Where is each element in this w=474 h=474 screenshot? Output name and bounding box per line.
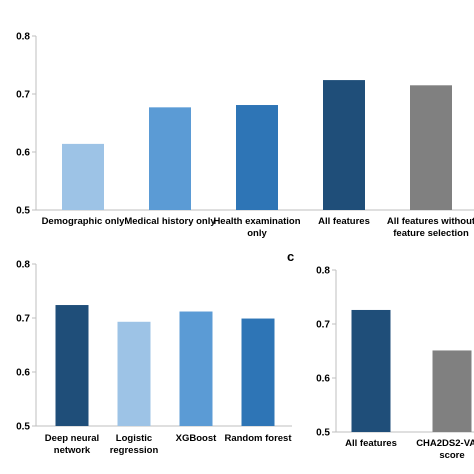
category-label: feature selection [393, 228, 469, 239]
category-label: Demographic only [42, 216, 126, 227]
category-label: Medical history only [124, 216, 216, 227]
category-label: All features [318, 216, 370, 227]
bar [179, 311, 213, 426]
category-label: only [247, 228, 267, 239]
bar [323, 80, 365, 210]
panel-label: c [287, 249, 294, 264]
bar [351, 309, 391, 432]
category-label: CHA2DS2-VASc [416, 438, 474, 449]
category-label: Random forest [224, 433, 292, 444]
bar [55, 305, 89, 426]
y-tick-label: 0.5 [16, 422, 30, 433]
category-label: network [54, 445, 91, 456]
y-tick-label: 0.5 [316, 428, 330, 439]
bar [236, 105, 278, 210]
category-label: Health examination [213, 216, 300, 227]
bar [432, 350, 472, 432]
y-tick-label: 0.7 [316, 320, 330, 331]
category-label: XGBoost [176, 433, 217, 444]
y-tick-label: 0.7 [16, 90, 30, 101]
category-label: Deep neural [45, 433, 99, 444]
category-label: Logistic [116, 433, 152, 444]
y-tick-label: 0.8 [16, 32, 30, 43]
y-tick-label: 0.6 [16, 148, 30, 159]
y-tick-label: 0.8 [316, 266, 330, 277]
bar [241, 318, 275, 426]
y-tick-label: 0.6 [316, 374, 330, 385]
category-label: All features without [387, 216, 474, 227]
category-label: regression [110, 445, 159, 456]
bar [410, 85, 452, 210]
y-tick-label: 0.7 [16, 314, 30, 325]
y-tick-label: 0.6 [16, 368, 30, 379]
bar [117, 321, 151, 426]
y-tick-label: 0.8 [16, 260, 30, 271]
category-label: score [439, 450, 464, 461]
y-tick-label: 0.5 [16, 206, 30, 217]
bar [62, 143, 104, 210]
category-label: All features [345, 438, 397, 449]
bar [149, 107, 191, 210]
